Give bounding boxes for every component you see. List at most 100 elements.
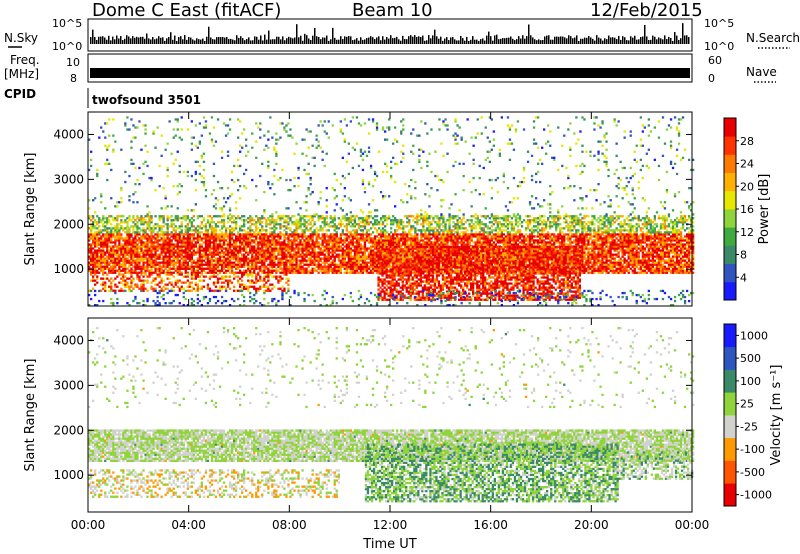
heatmap-cell bbox=[345, 269, 348, 272]
heatmap-cell bbox=[494, 233, 497, 236]
heatmap-cell bbox=[583, 243, 586, 246]
heatmap-cell bbox=[245, 259, 248, 262]
heatmap-cell bbox=[184, 247, 187, 250]
heatmap-cell bbox=[224, 239, 228, 242]
heatmap-cell bbox=[208, 269, 212, 272]
heatmap-cell bbox=[158, 269, 161, 272]
heatmap-cell bbox=[283, 241, 286, 244]
heatmap-cell bbox=[633, 267, 636, 270]
heatmap-cell bbox=[158, 235, 161, 238]
heatmap-cell bbox=[615, 255, 618, 258]
heatmap-cell bbox=[106, 251, 109, 254]
heatmap-cell bbox=[375, 259, 379, 262]
heatmap-cell bbox=[581, 259, 584, 262]
heatmap-cell bbox=[90, 269, 93, 272]
heatmap-cell bbox=[575, 243, 578, 246]
heatmap-cell bbox=[150, 263, 153, 266]
heatmap-cell bbox=[154, 269, 157, 272]
heatmap-cell bbox=[224, 233, 228, 236]
heatmap-cell bbox=[430, 237, 433, 240]
heatmap-cell bbox=[633, 269, 636, 272]
nsky-bar bbox=[622, 36, 624, 44]
heatmap-cell bbox=[353, 249, 357, 252]
heatmap-cell bbox=[367, 251, 371, 254]
heatmap-cell bbox=[222, 251, 226, 254]
heatmap-cell bbox=[285, 249, 288, 252]
heatmap-cell bbox=[94, 265, 97, 268]
heatmap-cell bbox=[202, 249, 206, 252]
heatmap-cell bbox=[388, 257, 391, 260]
heatmap-cell bbox=[607, 267, 610, 270]
nsky-bar bbox=[120, 36, 122, 44]
heatmap-cell bbox=[311, 235, 314, 238]
heatmap-cell bbox=[400, 257, 403, 260]
heatmap-cell bbox=[178, 261, 181, 264]
heatmap-cell bbox=[148, 253, 151, 256]
heatmap-cell bbox=[257, 257, 260, 260]
heatmap-cell bbox=[456, 233, 459, 236]
heatmap-cell bbox=[186, 253, 189, 256]
heatmap-cell bbox=[100, 269, 103, 272]
heatmap-cell bbox=[553, 239, 556, 242]
heatmap-cell bbox=[122, 267, 125, 270]
heatmap-cell bbox=[130, 269, 133, 272]
nsky-bar bbox=[226, 36, 228, 44]
heatmap-cell bbox=[392, 257, 395, 260]
heatmap-cell bbox=[130, 253, 133, 256]
heatmap-cell bbox=[351, 245, 354, 248]
heatmap-cell bbox=[639, 271, 642, 274]
heatmap-cell bbox=[615, 253, 618, 256]
heatmap-cell bbox=[414, 241, 417, 244]
heatmap-cell bbox=[198, 259, 201, 262]
heatmap-cell bbox=[345, 235, 348, 238]
heatmap-cell bbox=[228, 263, 232, 266]
heatmap-cell bbox=[144, 233, 147, 236]
heatmap-cell bbox=[299, 233, 302, 236]
heatmap-cell bbox=[625, 245, 628, 248]
heatmap-cell bbox=[204, 247, 208, 250]
heatmap-cell bbox=[498, 261, 501, 264]
heatmap-cell bbox=[134, 271, 137, 274]
heatmap-cell bbox=[279, 263, 282, 266]
heatmap-cell bbox=[426, 271, 429, 274]
nsky-bar bbox=[524, 38, 526, 44]
heatmap-cell bbox=[281, 233, 284, 236]
heatmap-cell bbox=[92, 269, 95, 272]
heatmap-cell bbox=[108, 241, 111, 244]
heatmap-cell bbox=[581, 237, 584, 240]
heatmap-cell bbox=[136, 249, 139, 252]
heatmap-cell bbox=[613, 233, 616, 236]
heatmap-cell bbox=[585, 253, 588, 256]
heatmap-cell bbox=[112, 261, 115, 264]
heatmap-cell bbox=[138, 267, 141, 270]
heatmap-cell bbox=[196, 263, 199, 266]
heatmap-cell bbox=[251, 265, 254, 268]
heatmap-cell bbox=[297, 251, 300, 254]
heatmap-cell bbox=[126, 241, 129, 244]
heatmap-cell bbox=[94, 241, 97, 244]
nsky-bar bbox=[620, 39, 622, 44]
heatmap-cell bbox=[176, 255, 179, 258]
nsky-bar bbox=[200, 39, 202, 44]
heatmap-cell bbox=[196, 249, 199, 252]
heatmap-cell bbox=[375, 249, 379, 252]
heatmap-cell bbox=[545, 243, 548, 246]
heatmap-cell bbox=[615, 247, 618, 250]
heatmap-cell bbox=[323, 259, 326, 262]
heatmap-cell bbox=[164, 265, 167, 268]
heatmap-cell bbox=[418, 241, 421, 244]
heatmap-cell bbox=[297, 237, 300, 240]
heatmap-cell bbox=[279, 267, 282, 270]
heatmap-cell bbox=[333, 237, 336, 240]
heatmap-cell bbox=[228, 249, 232, 252]
heatmap-cell bbox=[341, 241, 344, 244]
heatmap-cell bbox=[255, 239, 258, 242]
heatmap-cell bbox=[343, 267, 346, 270]
heatmap-cell bbox=[228, 267, 232, 270]
heatmap-cell bbox=[635, 249, 638, 252]
nsky-bar bbox=[288, 36, 290, 44]
heatmap-cell bbox=[118, 259, 121, 262]
heatmap-cell bbox=[355, 239, 359, 242]
heatmap-cell bbox=[480, 237, 483, 240]
heatmap-cell bbox=[251, 247, 254, 250]
